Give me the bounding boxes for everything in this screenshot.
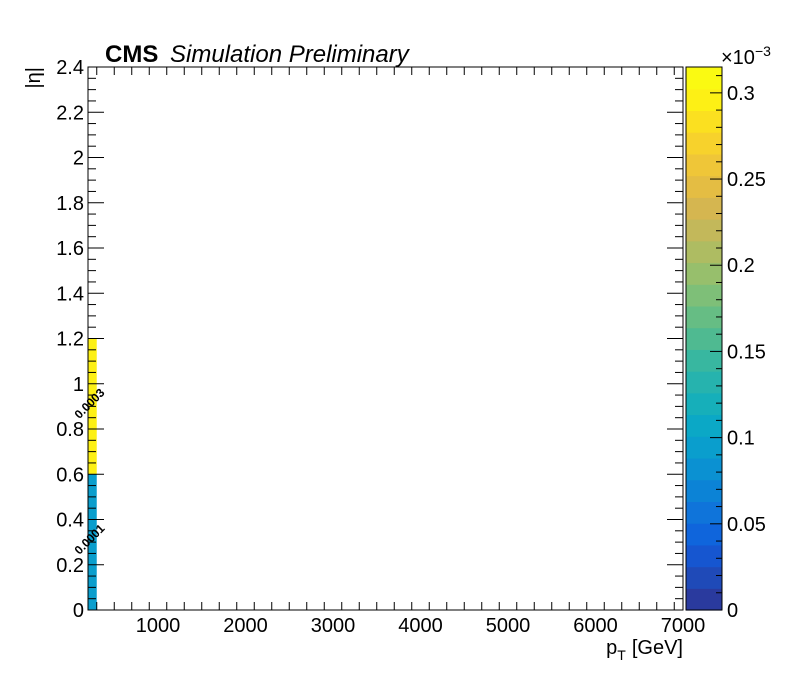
colorbar-segment <box>686 262 722 285</box>
y-tick-label: 0 <box>73 600 84 622</box>
colorbar-segment <box>686 327 722 350</box>
x-tick-label: 6000 <box>573 615 618 637</box>
colorbar-segment <box>686 392 722 416</box>
x-tick-label: 1000 <box>136 615 181 637</box>
x-tick-label: 2000 <box>223 615 268 637</box>
colorbar-segment <box>686 110 722 133</box>
colorbar-segment <box>686 219 722 242</box>
y-tick-label: 0.2 <box>56 555 84 577</box>
colorbar-segment <box>686 197 722 220</box>
x-tick-label: 4000 <box>398 615 443 637</box>
colorbar-segment <box>686 457 722 481</box>
colorbar-tick-label: 0.05 <box>727 514 766 536</box>
colorbar-segment <box>686 523 722 546</box>
colorbar-tick-label: 0.3 <box>727 83 755 105</box>
y-tick-label: 1.4 <box>56 283 84 305</box>
y-tick-label: 0.4 <box>56 510 84 532</box>
colorbar-segment <box>686 67 722 90</box>
colorbar-segment <box>686 175 722 198</box>
y-tick-label: 1.8 <box>56 193 84 215</box>
plot-status-label: Simulation Preliminary <box>170 41 411 68</box>
x-axis-ticks: 1000 2000 3000 4000 5000 6000 7000 <box>96 67 706 637</box>
colorbar-exponent: ×10−3 <box>721 43 771 69</box>
y-tick-label: 2.4 <box>56 57 84 79</box>
y-tick-label: 1.2 <box>56 329 84 351</box>
colorbar-tick-label: 0.25 <box>727 169 766 191</box>
colorbar-tick-label: 0.2 <box>727 255 755 277</box>
colorbar-segment <box>686 132 722 155</box>
x-tick-label: 5000 <box>486 615 531 637</box>
colorbar-tick-label: 0.15 <box>727 341 766 363</box>
colorbar-segment <box>686 371 722 394</box>
colorbar-ticks: 0 0.05 0.1 0.15 0.2 0.25 0.3 <box>710 75 766 622</box>
colorbar-segment <box>686 284 722 307</box>
y-tick-label: 0.6 <box>56 464 84 486</box>
colorbar-segment <box>686 305 722 329</box>
colorbar-segment <box>686 566 722 589</box>
y-axis-ticks: 0 0.2 0.4 0.6 0.8 1 1.2 1.4 1.6 1.8 2 2.2 2.4 <box>56 57 683 622</box>
x-tick-label: 3000 <box>311 615 356 637</box>
colorbar-segment <box>686 588 722 611</box>
colorbar-segment <box>686 501 722 524</box>
colorbar-segment <box>686 544 722 568</box>
plot-frame <box>87 66 684 611</box>
colorbar-segment <box>686 436 722 459</box>
x-tick-label: 7000 <box>661 615 706 637</box>
x-axis-label: pT [GeV] <box>606 637 683 663</box>
colorbar-segment <box>686 414 722 437</box>
y-tick-label: 0.8 <box>56 419 84 441</box>
y-tick-label: 2 <box>73 148 84 170</box>
colorbar-frame <box>685 66 723 611</box>
experiment-label: CMS <box>105 41 158 68</box>
y-axis-label: |η| <box>23 67 45 89</box>
colorbar-segment <box>686 153 722 177</box>
colorbar-tick-label: 0 <box>727 600 738 622</box>
y-tick-label: 1 <box>73 374 84 396</box>
colorbar-tick-label: 0.1 <box>727 428 755 450</box>
colorbar-segment <box>686 349 722 372</box>
colorbar-segment <box>686 479 722 502</box>
colorbar <box>685 66 723 611</box>
y-tick-label: 2.2 <box>56 102 84 124</box>
colorbar-segment <box>686 240 722 264</box>
y-tick-label: 1.6 <box>56 238 84 260</box>
colorbar-segment <box>686 88 722 112</box>
